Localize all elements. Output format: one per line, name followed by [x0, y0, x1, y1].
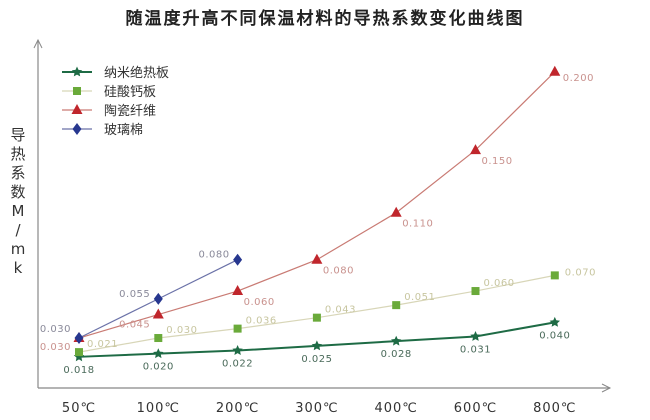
x-tick-label: 300℃ — [295, 401, 338, 416]
data-label: 0.028 — [381, 349, 412, 360]
data-point-diamond — [74, 332, 84, 345]
y-axis-label-text: 导热系数 M / m k — [10, 126, 25, 277]
data-label: 0.060 — [484, 278, 515, 289]
data-label: 0.020 — [143, 362, 174, 373]
data-label: 0.110 — [402, 219, 433, 230]
legend-item: 玻璃棉 — [62, 123, 143, 138]
data-label: 0.018 — [63, 365, 94, 376]
series-2: 0.030 0.045 0.060 0.080 0.110 0.150 0.200 — [40, 65, 594, 353]
data-label: 0.150 — [482, 156, 513, 167]
data-label: 0.030 — [166, 325, 197, 336]
data-label: 0.070 — [565, 267, 596, 278]
x-tick-label: 200℃ — [216, 401, 259, 416]
data-label: 0.036 — [246, 316, 277, 327]
x-tick-label: 100℃ — [137, 401, 180, 416]
data-point-diamond — [153, 292, 163, 305]
data-point-diamond — [233, 253, 243, 266]
data-point-square — [392, 301, 401, 310]
data-point-star — [153, 348, 164, 359]
data-point-square — [471, 287, 480, 296]
y-axis-arrow — [33, 38, 43, 49]
data-point-triangle — [71, 104, 83, 114]
series-3: 0.030 0.055 0.080 — [40, 250, 243, 345]
data-label: 0.030 — [40, 342, 71, 353]
series-1: 0.021 0.030 0.036 0.043 0.051 0.060 0.070 — [75, 267, 596, 357]
data-point-square — [73, 87, 81, 95]
data-point-square — [154, 334, 163, 343]
x-tick-label: 400℃ — [374, 401, 417, 416]
data-point-square — [550, 271, 559, 280]
data-label: 0.080 — [198, 250, 229, 261]
data-label: 0.040 — [539, 330, 570, 341]
legend-item: 陶瓷纤维 — [62, 103, 156, 119]
x-axis-arrow — [601, 383, 612, 393]
data-label: 0.043 — [325, 305, 356, 316]
data-point-star — [311, 340, 323, 351]
legend-label: 硅酸钙板 — [104, 85, 156, 100]
legend-label: 陶瓷纤维 — [104, 103, 156, 119]
data-point-triangle — [470, 144, 481, 155]
chart-title: 随温度升高不同保温材料的导热系数变化曲线图 — [126, 8, 525, 29]
data-label: 0.025 — [301, 354, 332, 365]
legend-label: 纳米绝热板 — [104, 65, 169, 81]
data-point-square — [233, 324, 242, 333]
data-point-triangle — [390, 206, 402, 217]
data-label: 0.031 — [460, 344, 491, 355]
series-0: 0.018 0.020 0.022 0.025 0.028 0.031 0.040 — [63, 316, 570, 376]
data-label: 0.055 — [119, 289, 150, 300]
data-label: 0.051 — [404, 292, 435, 303]
data-point-triangle — [549, 65, 561, 76]
data-point-square — [312, 313, 321, 322]
data-label: 0.030 — [40, 324, 71, 335]
data-label: 0.080 — [323, 266, 354, 277]
data-label: 0.021 — [87, 339, 118, 350]
data-label: 0.022 — [222, 359, 253, 370]
data-point-star — [232, 345, 243, 355]
data-point-star — [470, 331, 481, 341]
legend-item: 硅酸钙板 — [62, 85, 156, 100]
legend-label: 玻璃棉 — [104, 123, 143, 138]
y-axis-label: 导热系数 M / m k — [10, 126, 25, 277]
data-label: 0.060 — [244, 297, 275, 308]
data-point-star — [73, 351, 85, 362]
legend-item: 纳米绝热板 — [62, 65, 169, 81]
data-point-triangle — [311, 253, 323, 264]
x-tick-label: 50℃ — [62, 401, 96, 416]
data-label: 0.200 — [563, 73, 594, 84]
data-point-square — [75, 348, 83, 357]
data-point-triangle — [232, 285, 244, 296]
data-point-diamond — [72, 123, 82, 135]
data-point-star — [71, 66, 83, 77]
data-point-star — [549, 316, 560, 327]
x-tick-label: 600℃ — [454, 401, 497, 416]
data-point-triangle — [152, 308, 164, 319]
x-tick-label: 800℃ — [533, 401, 576, 416]
data-point-star — [391, 335, 402, 346]
data-label: 0.045 — [119, 320, 150, 331]
